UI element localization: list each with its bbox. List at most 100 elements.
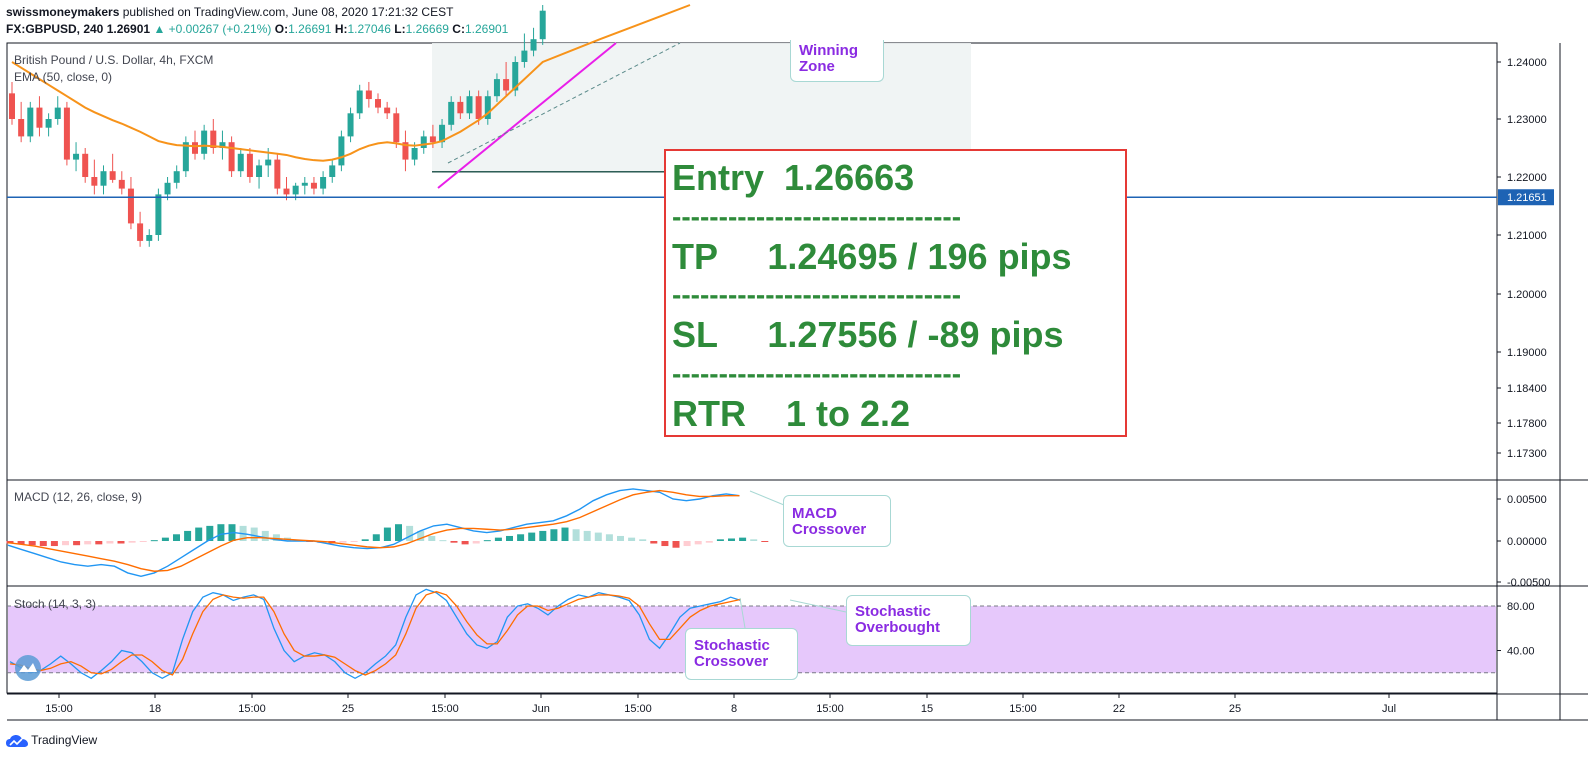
x-tick-label: 18	[149, 703, 161, 715]
price-label-box	[1498, 189, 1554, 206]
ema-legend[interactable]: EMA (50, close, 0)	[14, 70, 113, 84]
candle	[439, 119, 446, 148]
macd-histogram-bar	[528, 532, 536, 541]
signal-line	[7, 489, 740, 572]
macd-histogram-bar	[417, 530, 425, 541]
stochastic-overbought-callout: Stochastic Overbought	[846, 595, 971, 646]
candle	[137, 211, 144, 247]
author-name[interactable]: swissmoneymakers	[6, 5, 120, 19]
macd-histogram-bar	[17, 541, 25, 545]
y-tick-label: 1.17300	[1507, 448, 1547, 460]
macd-histogram-bar	[605, 534, 613, 541]
candle	[338, 130, 345, 172]
close-value: 1.26901	[464, 22, 509, 36]
candle-body	[182, 142, 189, 172]
high-label: H:	[334, 22, 348, 36]
dashed-trend-line	[447, 42, 681, 164]
callout-line: Stochastic	[694, 637, 770, 654]
macd-histogram-bar	[95, 541, 103, 545]
macd-legend[interactable]: MACD (12, 26, close, 9)	[14, 490, 143, 504]
y-tick-label: -0.00500	[1507, 577, 1550, 589]
symbol-info: FX:GBPUSD, 240 1.26901 ▲ +0.00267 (+0.21…	[6, 22, 508, 36]
candle	[18, 101, 25, 143]
callout-line: Crossover	[792, 521, 867, 538]
axes: 1.24000 1.23000 1.22000 1.21000 1.20000 1.190…	[45, 57, 1554, 715]
macd-pane	[6, 488, 785, 578]
candle-body	[155, 194, 162, 235]
macd-histogram-bar	[250, 527, 258, 541]
macd-histogram-bar	[439, 540, 447, 542]
price-change: ▲ +0.00267 (+0.21%)	[153, 22, 272, 36]
candle	[466, 90, 473, 119]
x-tick-label: Jul	[1382, 703, 1396, 715]
callout-line: Crossover	[694, 653, 769, 670]
candle-body	[18, 119, 25, 137]
macd-histogram-bar	[617, 535, 624, 541]
candle-body	[45, 119, 52, 128]
take-profit-text: TP 1.24695 / 196 pips	[672, 236, 1072, 277]
brand-name: TradingView	[31, 733, 98, 747]
candle-body	[530, 39, 537, 51]
candle-body	[73, 153, 80, 160]
candle-body	[100, 171, 107, 186]
candle	[192, 130, 198, 160]
candle-body	[54, 107, 61, 119]
candle	[512, 56, 519, 97]
macd-histogram-bar	[550, 529, 558, 541]
candle	[228, 136, 235, 177]
x-tick-label: 25	[342, 703, 354, 715]
candle-body	[219, 142, 226, 148]
risk-to-reward-text: RTR 1 to 2.2	[672, 393, 911, 434]
candle-body	[375, 99, 381, 108]
macd-histogram-bar	[272, 534, 280, 541]
x-tick-label: Jun	[532, 703, 550, 715]
candle-body	[173, 171, 180, 183]
candle	[182, 136, 189, 177]
stochastic-crossover-callout: Stochastic Crossover	[685, 628, 798, 680]
candle-body	[310, 182, 317, 189]
candle	[63, 101, 70, 166]
x-tick-label: 22	[1113, 703, 1125, 715]
macd-histogram-bar	[128, 541, 136, 543]
callout-pointer	[789, 599, 847, 613]
candle-body	[201, 130, 208, 154]
candle-body	[329, 165, 336, 177]
badge-glyph	[19, 663, 37, 672]
stoch-d-line	[9, 590, 741, 676]
candle-body	[118, 179, 125, 189]
last-price: 1.26901	[106, 22, 151, 36]
candle-body	[475, 96, 482, 119]
candle	[173, 165, 180, 189]
macd-histogram-bar	[461, 541, 469, 545]
macd-line	[7, 488, 740, 578]
candle-body	[146, 235, 153, 241]
macd-histogram-bar	[150, 540, 158, 542]
trend-line	[437, 42, 617, 189]
candle	[164, 177, 171, 201]
candle-body	[493, 79, 500, 97]
stoch-legend[interactable]: Stoch (14, 3, 3)	[14, 597, 97, 611]
macd-histogram-bar	[195, 527, 203, 541]
candle	[219, 130, 226, 160]
open-label: O:	[274, 22, 289, 36]
macd-histogram-bar	[173, 534, 180, 541]
macd-histogram-bar	[428, 535, 436, 541]
macd-histogram-bar	[705, 541, 713, 543]
macd-histogram-bar	[184, 530, 192, 541]
candle	[365, 81, 372, 108]
macd-histogram-bar	[62, 541, 69, 546]
entry-text: Entry 1.26663	[672, 157, 915, 198]
tradingview-logo[interactable]: TradingView	[6, 733, 97, 748]
candle-body	[265, 159, 272, 166]
candle-body	[521, 50, 528, 62]
candle	[530, 27, 537, 57]
macd-histogram-bar	[73, 541, 81, 546]
candle-body	[9, 93, 15, 119]
winning-zone-callout: Winning Zone	[790, 40, 884, 82]
candle	[457, 96, 464, 119]
callout-pointer	[739, 597, 746, 629]
macd-histogram-bar	[750, 539, 758, 541]
macd-histogram-bar	[383, 527, 391, 541]
low-value: 1.26669	[405, 22, 449, 36]
candle-body	[539, 10, 546, 40]
